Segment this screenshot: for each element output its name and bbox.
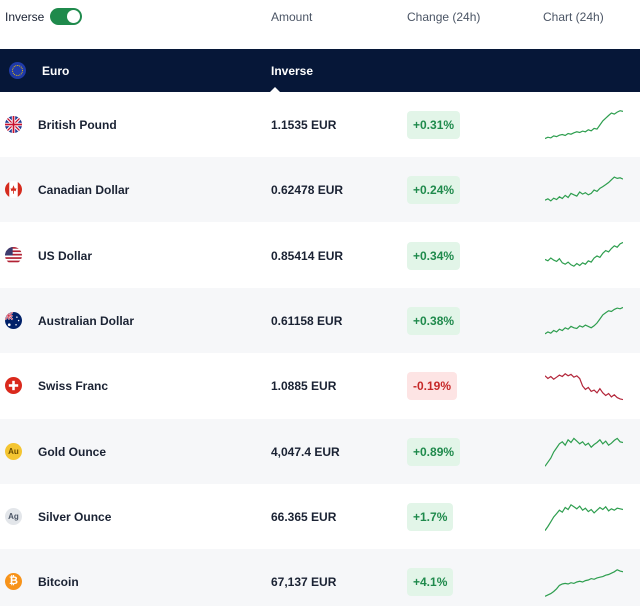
amount-column-header: Amount (271, 10, 313, 24)
sparkline-line (545, 373, 623, 401)
list-item[interactable]: ₿ Bitcoin 67,137 EUR +4.1% (0, 549, 640, 606)
currency-name[interactable]: US Dollar (38, 248, 93, 263)
list-item[interactable]: US Dollar 0.85414 EUR +0.34% (0, 223, 640, 288)
change-badge: -0.19% (407, 372, 458, 401)
change-badge: +0.31% (407, 111, 461, 139)
list-item[interactable]: Swiss Franc 1.0885 EUR -0.19% (0, 353, 640, 418)
list-item[interactable]: British Pound 1.1535 EUR +0.31% (0, 92, 640, 157)
currency-name[interactable]: Bitcoin (38, 575, 79, 590)
sparkline-chart[interactable] (545, 300, 623, 342)
currency-amount: 4,047.4 EUR (271, 444, 340, 459)
currency-name[interactable]: Swiss Franc (38, 379, 109, 394)
list-item[interactable]: Ag Silver Ounce 66.365 EUR +1.7% (0, 484, 640, 549)
toggle-knob (67, 10, 80, 23)
gold-ounce-icon: Au (5, 442, 22, 460)
sparkline-line (545, 569, 623, 597)
sparkline-chart[interactable] (545, 431, 623, 473)
currency-name[interactable]: Silver Ounce (38, 509, 112, 524)
sparkline-chart[interactable] (545, 365, 623, 407)
list-item[interactable]: Australian Dollar 0.61158 EUR +0.38% (0, 287, 640, 353)
change-badge: +0.24% (407, 176, 461, 205)
base-currency-bar: Euro Inverse (0, 49, 640, 92)
change-badge: +0.89% (407, 437, 461, 466)
australia-flag-icon (5, 311, 22, 329)
tab-indicator (270, 87, 280, 92)
change-column-header: Change (24h) (407, 10, 481, 24)
currency-amount: 0.85414 EUR (271, 248, 344, 263)
chart-column-header: Chart (24h) (543, 10, 604, 24)
sparkline-line (545, 176, 623, 202)
change-badge: +0.34% (407, 241, 461, 270)
sparkline-chart[interactable] (545, 169, 623, 211)
change-badge: +0.38% (407, 306, 461, 335)
canada-flag-icon (5, 181, 22, 199)
currency-name[interactable]: Gold Ounce (38, 444, 107, 459)
inverse-tab[interactable]: Inverse (271, 64, 314, 78)
uk-flag-icon (5, 116, 22, 133)
list-item[interactable]: Canadian Dollar 0.62478 EUR +0.24% (0, 157, 640, 223)
top-bar: Inverse Amount Change (24h) Chart (24h) (0, 0, 640, 48)
currency-amount: 0.62478 EUR (271, 183, 344, 198)
us-flag-icon (5, 246, 22, 264)
swiss-flag-icon (5, 377, 22, 395)
sparkline-line (545, 241, 623, 267)
sparkline-chart[interactable] (545, 235, 623, 277)
change-badge: +4.1% (407, 568, 454, 597)
currency-name[interactable]: Canadian Dollar (38, 183, 130, 198)
currency-amount: 66.365 EUR (271, 509, 337, 524)
currency-amount: 0.61158 EUR (271, 313, 343, 328)
sparkline-line (545, 110, 623, 140)
currency-amount: 1.1535 EUR (271, 118, 337, 132)
eu-flag-icon (9, 62, 26, 79)
silver-ounce-icon: Ag (5, 507, 22, 525)
sparkline-line (545, 436, 623, 467)
inverse-label: Inverse (5, 10, 45, 24)
change-badge: +1.7% (407, 502, 454, 531)
sparkline-chart[interactable] (545, 496, 623, 538)
currency-name[interactable]: British Pound (38, 118, 117, 132)
sparkline-line (545, 306, 623, 335)
currency-amount: 1.0885 EUR (271, 379, 337, 394)
sparkline-chart[interactable] (545, 561, 623, 603)
currency-name[interactable]: Australian Dollar (38, 313, 135, 328)
inverse-toggle[interactable] (50, 8, 82, 25)
currency-amount: 67,137 EUR (271, 575, 337, 590)
base-currency-name[interactable]: Euro (42, 64, 70, 78)
sparkline-chart[interactable] (545, 104, 623, 146)
bitcoin-icon: ₿ (5, 573, 22, 591)
sparkline-line (545, 503, 623, 531)
list-item[interactable]: Au Gold Ounce 4,047.4 EUR +0.89% (0, 418, 640, 484)
